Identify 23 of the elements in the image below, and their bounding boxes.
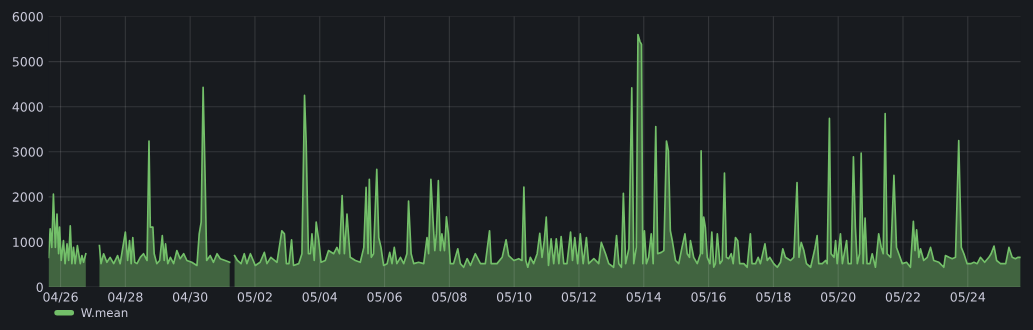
y-tick-label: 2000 [12, 192, 43, 202]
x-tick-label: 04/30 [172, 292, 208, 303]
x-tick-label: 05/06 [367, 292, 402, 303]
x-tick-label: 05/18 [756, 292, 791, 303]
x-tick-label: 05/04 [302, 292, 338, 303]
x-tick-label: 05/16 [691, 292, 726, 303]
x-tick-label: 05/10 [496, 292, 532, 303]
y-tick-label: 6000 [12, 11, 43, 22]
y-tick-label: 0 [36, 282, 43, 293]
x-tick-label: 05/08 [432, 292, 467, 303]
x-tick-label: 05/24 [950, 292, 986, 303]
x-tick-label: 05/22 [885, 292, 920, 303]
y-tick-label: 5000 [12, 57, 43, 67]
y-tick-label: 4000 [12, 102, 43, 112]
x-tick-label: 05/14 [626, 292, 662, 303]
x-tick-label: 05/02 [237, 292, 272, 303]
x-tick-label: 04/26 [43, 292, 78, 303]
x-tick-label: 05/20 [821, 292, 856, 303]
y-tick-label: 3000 [12, 147, 43, 157]
x-tick-label: 05/12 [561, 292, 596, 303]
x-tick-label: 04/28 [108, 292, 143, 303]
y-tick-label: 1000 [13, 237, 43, 247]
legend-label: W.mean [81, 308, 128, 318]
